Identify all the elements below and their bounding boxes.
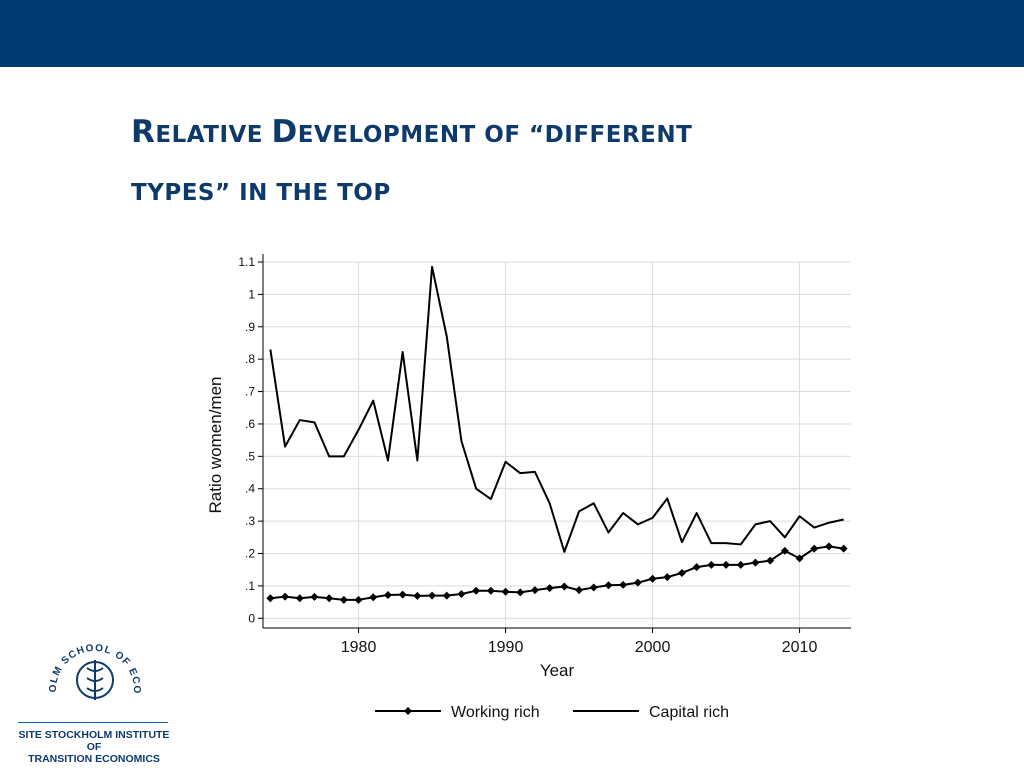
data-point-working-rich <box>530 586 539 595</box>
data-point-working-rich <box>339 595 348 604</box>
data-point-working-rich <box>575 586 584 595</box>
data-point-working-rich <box>589 583 598 592</box>
data-point-working-rich <box>501 587 510 596</box>
y-tick-label: .5 <box>245 449 255 463</box>
data-point-working-rich <box>795 554 804 563</box>
y-axis-label: Ratio women/men <box>206 376 225 513</box>
slide-title-line-2: TYPES” IN THE TOP <box>131 165 891 223</box>
y-tick-label: .7 <box>245 385 255 399</box>
title-text-relative: ELATIVE <box>155 122 272 148</box>
x-tick-label: 1990 <box>488 639 524 656</box>
institute-caption-line-1: SITE STOCKHOLM INSTITUTE OF <box>18 729 170 753</box>
data-point-working-rich <box>780 546 789 555</box>
data-point-working-rich <box>619 580 628 589</box>
crest-icon <box>76 660 114 700</box>
title-initial-d: D <box>271 114 298 150</box>
data-point-working-rich <box>663 573 672 582</box>
institute-caption-line-2: TRANSITION ECONOMICS <box>28 753 160 765</box>
y-tick-label: 1 <box>248 287 255 301</box>
data-point-working-rich <box>751 558 760 567</box>
data-point-working-rich <box>692 563 701 572</box>
header-bar <box>0 0 1024 67</box>
y-tick-label: .9 <box>245 320 255 334</box>
data-point-working-rich <box>839 544 848 553</box>
logo-divider <box>18 722 168 723</box>
y-tick-label: .6 <box>245 417 255 431</box>
legend-label-working-rich: Working rich <box>451 704 540 721</box>
title-initial-r: R <box>131 114 156 150</box>
data-point-working-rich <box>354 595 363 604</box>
data-point-working-rich <box>545 584 554 593</box>
data-point-working-rich <box>648 574 657 583</box>
line-chart: 0 .1 .2 .3 .4 .5 .6 .7 .8 .9 1 1.1 1980 1990 2000 2010 Y… <box>206 254 851 721</box>
data-point-working-rich <box>398 590 407 599</box>
data-point-working-rich <box>369 593 378 602</box>
data-point-working-rich <box>810 544 819 553</box>
y-tick-label: .2 <box>245 547 255 561</box>
data-point-working-rich <box>722 560 731 569</box>
series-line-working-rich <box>270 545 844 601</box>
data-point-working-rich <box>824 542 833 551</box>
institute-caption: SITE STOCKHOLM INSTITUTE OF TRANSITION E… <box>14 729 174 765</box>
data-point-working-rich <box>736 560 745 569</box>
data-point-working-rich <box>633 578 642 587</box>
data-point-working-rich <box>383 590 392 599</box>
y-tick-label: 1.1 <box>238 255 255 269</box>
data-point-working-rich <box>677 568 686 577</box>
title-text-types: TYPES” IN THE TOP <box>131 180 391 206</box>
y-tick-label: .4 <box>245 482 255 496</box>
x-axis-label: Year <box>540 661 575 680</box>
y-tick-label: .1 <box>245 579 255 593</box>
sse-logo: STOCKHOLM SCHOOL OF ECONOMICS <box>38 632 141 700</box>
y-tick-label: .8 <box>245 352 255 366</box>
x-tick-label: 1980 <box>341 639 377 656</box>
data-point-working-rich <box>560 582 569 591</box>
data-point-working-rich <box>472 586 481 595</box>
x-tick-label: 2010 <box>782 639 818 656</box>
data-point-working-rich <box>707 560 716 569</box>
data-point-working-rich <box>604 581 613 590</box>
data-point-working-rich <box>310 592 319 601</box>
x-tick-label: 2000 <box>635 639 671 656</box>
data-point-working-rich <box>428 591 437 600</box>
y-tick-label: 0 <box>248 611 255 625</box>
data-point-working-rich <box>295 594 304 603</box>
title-text-development: EVELOPMENT OF “DIFFERENT <box>297 122 693 148</box>
data-point-working-rich <box>325 594 334 603</box>
data-point-working-rich <box>486 586 495 595</box>
data-point-working-rich <box>766 556 775 565</box>
legend-marker-working-rich <box>404 707 412 715</box>
slide-title-line-1: RELATIVE DEVELOPMENT OF “DIFFERENT <box>131 104 891 165</box>
data-point-working-rich <box>281 592 290 601</box>
data-point-working-rich <box>413 591 422 600</box>
data-point-working-rich <box>442 591 451 600</box>
series-line-capital-rich <box>269 265 844 553</box>
data-point-working-rich <box>266 594 275 603</box>
data-point-working-rich <box>516 588 525 597</box>
legend-label-capital-rich: Capital rich <box>649 704 729 721</box>
y-tick-label: .3 <box>245 514 255 528</box>
slide-title: RELATIVE DEVELOPMENT OF “DIFFERENT TYPES… <box>131 104 891 223</box>
data-point-working-rich <box>457 589 466 598</box>
